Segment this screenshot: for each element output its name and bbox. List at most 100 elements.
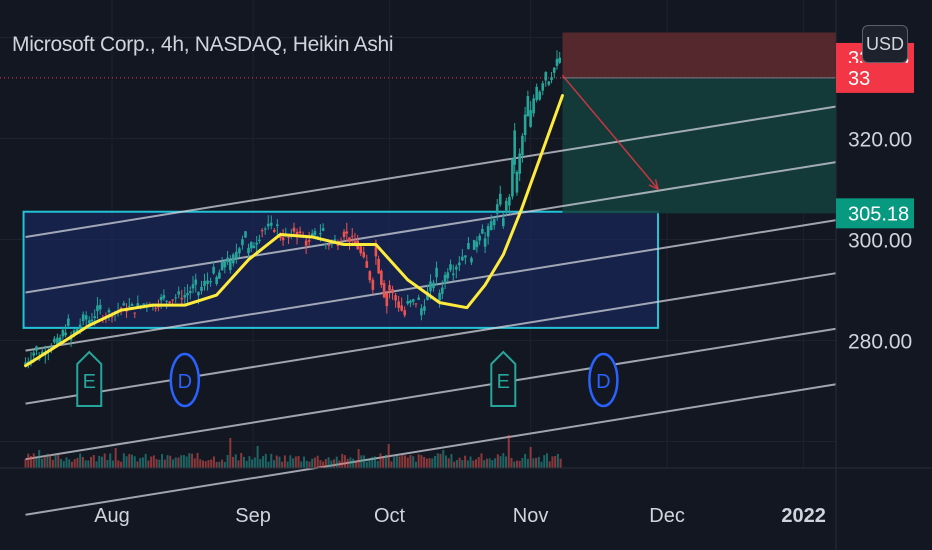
channel-line <box>25 327 841 461</box>
volume-bar <box>343 455 346 468</box>
volume-bar <box>423 456 426 468</box>
volume-bar <box>545 453 548 468</box>
volume-bar <box>103 453 106 468</box>
candle-body <box>174 297 177 299</box>
volume-bar <box>40 458 43 468</box>
event-marker-letter: D <box>178 371 192 393</box>
volume-bar <box>390 461 393 468</box>
volume-bar <box>166 455 169 468</box>
time-tick-label: Nov <box>513 505 549 527</box>
candle-body <box>441 287 444 294</box>
volume-bar <box>434 455 437 468</box>
candle-body <box>313 231 317 236</box>
earnings-marker-icon: E <box>76 350 103 407</box>
candle-body <box>350 235 354 237</box>
volume-bar <box>316 455 319 468</box>
candle-body <box>446 272 450 279</box>
position-loss-zone <box>562 32 836 78</box>
volume-bar <box>234 454 237 468</box>
volume-bar <box>131 454 134 468</box>
candle-body <box>159 296 163 301</box>
candle-body <box>84 315 88 320</box>
volume-bar <box>458 457 461 468</box>
candle-body <box>550 77 553 81</box>
candle-body <box>535 86 538 101</box>
candle-body <box>203 280 206 287</box>
candle-body <box>414 303 418 305</box>
candle-body <box>238 248 241 254</box>
position-profit-zone <box>562 77 836 214</box>
volume-bar <box>368 460 371 468</box>
candle-body <box>377 258 380 274</box>
volume-bar <box>199 459 202 468</box>
volume-bar <box>379 453 382 468</box>
candle-body <box>276 224 279 227</box>
volume-bar <box>373 456 376 468</box>
candle-body <box>133 312 137 314</box>
current-price-label-tag <box>836 62 914 93</box>
volume-bar <box>117 460 120 468</box>
volume-bar <box>363 455 366 468</box>
candle-body <box>96 305 99 312</box>
volume-bar <box>494 458 497 468</box>
candle-body <box>508 196 511 206</box>
volume-bar <box>267 461 270 468</box>
volume-bar <box>548 461 551 468</box>
volume-bar <box>515 460 518 468</box>
volume-bar <box>469 456 472 468</box>
volume-bar <box>537 456 540 468</box>
earnings-marker-shape <box>490 350 517 407</box>
volume-bar <box>136 461 139 468</box>
volume-bar <box>73 459 76 468</box>
candle-body <box>212 266 215 274</box>
volume-bar <box>57 454 60 468</box>
volume-bar <box>81 456 84 468</box>
candle-body <box>209 281 212 283</box>
channel-line <box>25 271 841 405</box>
volume-bar <box>556 454 559 468</box>
candle-body <box>420 308 423 316</box>
volume-bar <box>46 453 49 468</box>
candle-body <box>142 303 146 306</box>
candle-body <box>165 300 168 302</box>
candle-body <box>489 221 493 231</box>
candle-body <box>266 223 270 227</box>
candle-body <box>279 235 282 238</box>
candle-body <box>464 255 467 258</box>
volume-bar <box>540 461 543 468</box>
volume-bar <box>120 461 123 468</box>
volume-bar <box>215 461 218 468</box>
candle-body <box>220 261 224 271</box>
volume-bar <box>158 459 161 468</box>
target-price-label-tag <box>836 198 914 229</box>
volume-bar <box>245 460 248 468</box>
volume-bar <box>155 459 158 468</box>
forecast-arrow-line <box>561 74 659 190</box>
price-tick-label: 320.00 <box>848 129 912 152</box>
candle-body <box>495 204 499 214</box>
candle-body <box>110 315 114 318</box>
candle-body <box>37 358 41 360</box>
candle-body <box>380 270 383 285</box>
candle-body <box>417 297 420 300</box>
candle-body <box>171 299 174 301</box>
volume-bar <box>554 455 557 468</box>
candle-body <box>321 228 325 231</box>
candle-body <box>229 260 232 271</box>
volume-bar <box>229 438 232 468</box>
volume-bar <box>65 457 68 468</box>
candle-body <box>40 351 44 355</box>
volume-bar <box>382 457 385 468</box>
candle-body <box>260 230 264 232</box>
candle-body <box>232 254 235 264</box>
candle-body <box>64 332 67 336</box>
volume-bar <box>300 461 303 468</box>
currency-button[interactable]: USD <box>862 25 908 63</box>
candle-body <box>272 230 276 232</box>
channel-line <box>25 160 841 294</box>
candle-body <box>122 303 126 306</box>
volume-bar <box>68 459 71 468</box>
candle-body <box>98 304 102 310</box>
volume-bar <box>87 460 90 468</box>
